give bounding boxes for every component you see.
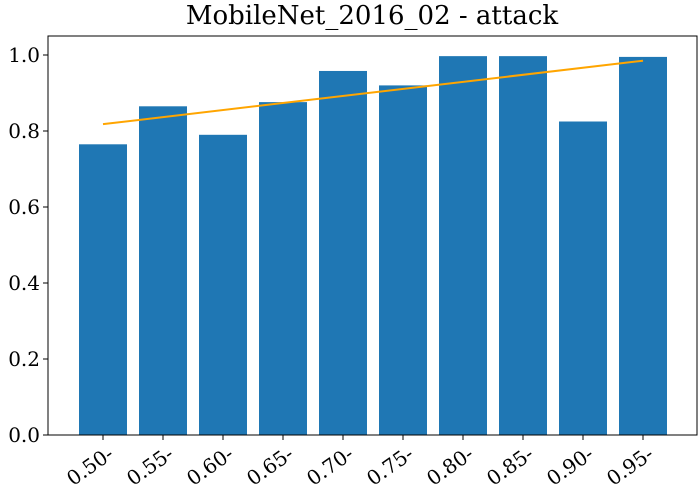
bars-group [79,56,667,436]
y-tick-label: 0.4 [8,271,40,295]
x-tick-label: 0.50- [62,441,118,490]
x-tick-label: 0.85- [482,441,538,490]
plot-frame [47,35,698,436]
x-tick-label: 0.75- [362,441,418,490]
y-axis: 0.0 0.2 0.4 0.6 0.8 1.0 [8,43,48,447]
y-tick-label: 0.0 [8,423,40,447]
x-axis: 0.50- 0.55- 0.60- 0.65- 0.70- 0.75- 0.80- 0.85-… [62,435,658,491]
trend-group [102,59,644,126]
bar-070 [319,70,367,436]
x-tick-label: 0.55- [122,441,178,490]
bar-060 [199,134,247,436]
bar-075 [379,85,427,436]
bar-055 [139,106,187,436]
bar-095 [619,56,667,436]
x-tick-label: 0.65- [242,441,298,490]
x-tick-label: 0.70- [302,441,358,490]
bar-080 [439,56,487,435]
x-tick-label: 0.90- [542,441,598,490]
y-tick-label: 1.0 [8,43,40,67]
x-tick-label: 0.80- [422,441,478,490]
trend-line [102,59,644,126]
chart-title: MobileNet_2016_02 - attack [186,1,559,31]
bar-090 [559,121,607,435]
x-tick-label: 0.60- [182,441,238,490]
y-tick-label: 0.2 [8,347,40,371]
x-tick-label: 0.95- [602,441,658,490]
bar-065 [259,102,307,436]
y-tick-label: 0.8 [8,119,40,143]
bar-050 [79,144,127,436]
y-tick-label: 0.6 [8,195,40,219]
bar-085 [499,56,547,435]
